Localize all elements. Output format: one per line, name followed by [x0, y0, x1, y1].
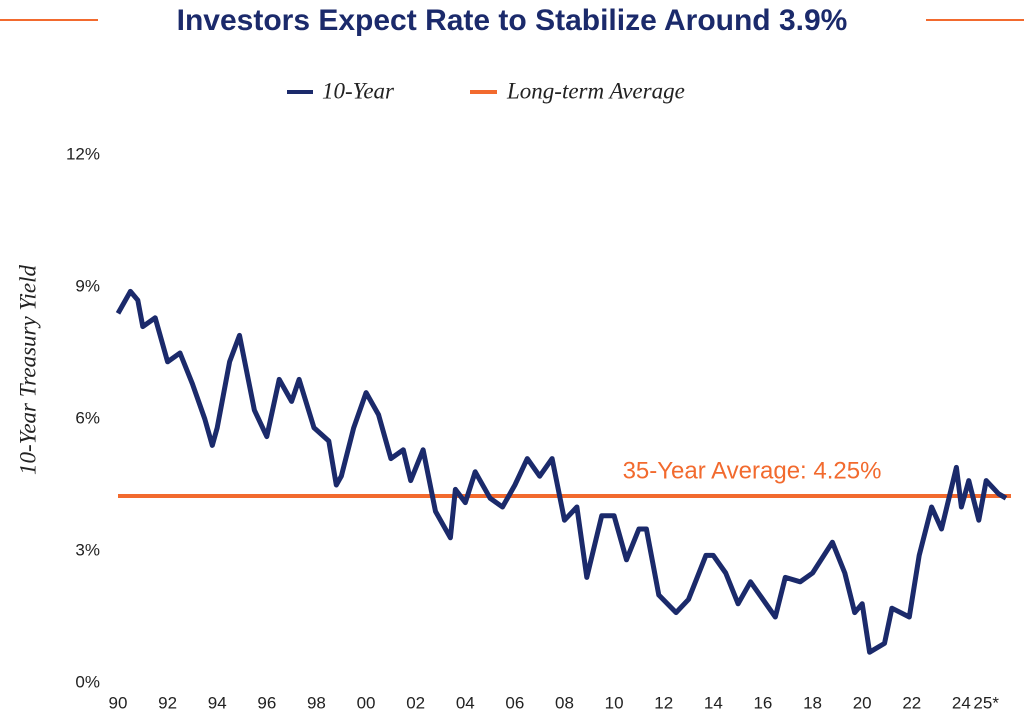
- y-tick-label: 9%: [75, 276, 100, 295]
- x-tick-label: 98: [307, 693, 326, 712]
- x-tick-label: 94: [208, 693, 227, 712]
- legend-label: 10-Year: [322, 78, 395, 103]
- y-tick-label: 0%: [75, 672, 100, 691]
- y-axis-label: 10-Year Treasury Yield: [15, 264, 40, 475]
- x-tick-label: 18: [803, 693, 822, 712]
- x-tick-label: 12: [654, 693, 673, 712]
- x-tick-label: 24: [952, 693, 971, 712]
- x-tick-label: 16: [753, 693, 772, 712]
- x-tick-label: 00: [357, 693, 376, 712]
- chart-title: Investors Expect Rate to Stabilize Aroun…: [177, 4, 848, 37]
- x-tick-label: 10: [605, 693, 624, 712]
- y-tick-label: 12%: [66, 144, 100, 163]
- legend-label: Long-term Average: [506, 78, 685, 103]
- series-line: [115, 288, 1008, 655]
- average-label: 35-Year Average: 4.25%: [623, 457, 882, 484]
- x-tick-label: 20: [853, 693, 872, 712]
- x-tick-label: 02: [406, 693, 425, 712]
- x-tick-label: 04: [456, 693, 475, 712]
- y-tick-label: 3%: [75, 540, 100, 559]
- x-tick-label: 14: [704, 693, 723, 712]
- x-tick-label: 25*: [973, 693, 999, 712]
- y-tick-label: 6%: [75, 408, 100, 427]
- x-tick-label: 22: [902, 693, 921, 712]
- x-tick-label: 96: [257, 693, 276, 712]
- x-tick-label: 92: [158, 693, 177, 712]
- x-tick-label: 90: [109, 693, 128, 712]
- x-tick-label: 06: [505, 693, 524, 712]
- x-tick-label: 08: [555, 693, 574, 712]
